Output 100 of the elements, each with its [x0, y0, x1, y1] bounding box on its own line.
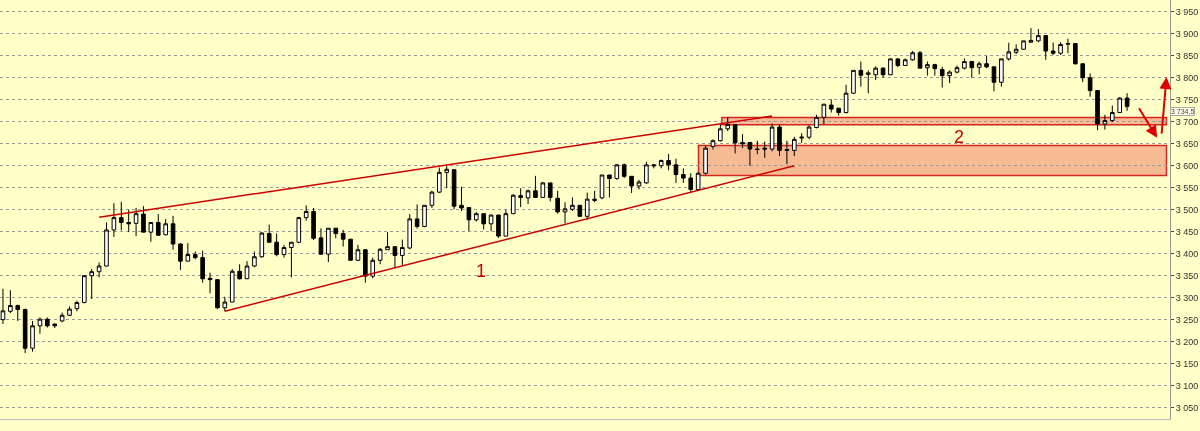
candlestick	[207, 272, 213, 294]
candlestick	[1110, 105, 1115, 123]
candlestick	[769, 123, 775, 152]
candlestick	[370, 257, 376, 279]
candlestick	[163, 218, 168, 236]
candlestick	[666, 153, 671, 171]
y-tick-label: 3 600	[1175, 160, 1199, 171]
candlestick	[1006, 42, 1012, 62]
candlestick	[991, 66, 997, 92]
candlestick	[577, 204, 583, 218]
y-tick-label: 3 250	[1175, 314, 1199, 325]
candlestick	[348, 238, 353, 261]
candlestick	[755, 140, 760, 155]
candlestick	[274, 232, 279, 257]
candlestick	[555, 190, 560, 215]
candlestick	[681, 167, 686, 184]
candlestick	[533, 175, 538, 198]
candlestick	[266, 224, 272, 243]
candlestick	[1117, 96, 1123, 114]
candlestick	[947, 69, 952, 84]
candlestick	[340, 229, 346, 248]
candlestick	[1087, 72, 1093, 98]
candlestick	[629, 175, 634, 194]
candlestick	[8, 289, 13, 314]
candlestick	[22, 308, 28, 354]
candlestick	[740, 133, 745, 149]
candlestick	[925, 61, 930, 77]
candlestick	[703, 145, 708, 176]
candlestick	[318, 227, 324, 256]
candlestick	[636, 179, 642, 190]
candlestick	[333, 227, 339, 239]
candlestick	[895, 57, 901, 68]
candlestick	[821, 103, 827, 125]
candlestick	[82, 275, 87, 304]
candlestick	[200, 250, 205, 284]
candlestick	[15, 304, 21, 322]
y-tick-label: 3 400	[1175, 248, 1199, 259]
candlestick	[725, 116, 731, 132]
candlestick	[828, 98, 834, 114]
candlestick	[614, 163, 620, 181]
candlestick	[436, 167, 442, 194]
y-tick-label: 3 800	[1175, 72, 1199, 83]
candlestick	[777, 123, 782, 157]
candlestick	[459, 186, 464, 212]
candlestick	[607, 174, 612, 198]
candlestick	[969, 60, 975, 79]
candlestick	[843, 84, 849, 114]
candlestick	[540, 181, 546, 199]
candlestick	[503, 209, 509, 237]
candlestick	[710, 138, 716, 150]
candlestick	[296, 216, 302, 244]
candlestick	[237, 263, 242, 281]
candlestick	[141, 205, 146, 233]
candlestick	[59, 312, 65, 323]
candlestick	[52, 323, 58, 329]
candlestick	[836, 107, 841, 117]
candlestick	[392, 246, 398, 269]
candlestick	[385, 231, 390, 251]
candlestick	[865, 69, 871, 94]
candlestick	[673, 158, 679, 184]
candlestick	[592, 190, 597, 203]
candlestick	[1013, 43, 1019, 55]
candlestick	[45, 316, 50, 329]
candlestick	[407, 213, 413, 250]
y-tick-label: 3 950	[1175, 7, 1199, 18]
candlestick	[126, 209, 131, 233]
candlestick	[303, 204, 309, 222]
candlestick	[326, 227, 331, 263]
candlestick	[363, 249, 368, 284]
candlestick	[466, 207, 472, 232]
candlestick	[67, 305, 72, 317]
candlestick	[695, 171, 701, 192]
candlestick	[400, 239, 405, 267]
candlestick	[954, 65, 960, 74]
candlestick	[806, 124, 812, 140]
candlestick	[1065, 38, 1071, 54]
candlestick	[732, 123, 738, 154]
candlestick	[1102, 114, 1108, 131]
y-tick-label: 3 650	[1175, 138, 1199, 149]
candlestick	[1050, 42, 1056, 56]
candlestick	[999, 58, 1004, 88]
candlestick	[496, 214, 501, 239]
candlestick	[37, 316, 43, 335]
candlestick	[858, 61, 864, 88]
candlestick	[111, 202, 117, 238]
candlestick	[976, 61, 982, 75]
candlestick	[178, 242, 183, 271]
candlestick	[851, 69, 856, 95]
candlestick	[118, 201, 124, 231]
y-tick-label: 3 850	[1175, 50, 1199, 61]
candlestick	[215, 279, 220, 310]
candlestick	[917, 50, 923, 70]
y-tick-label: 3 350	[1175, 270, 1199, 281]
annotation: 1	[476, 261, 487, 281]
candlestick	[104, 221, 109, 267]
candlestick	[244, 260, 250, 280]
candlestick	[96, 261, 102, 278]
candlestick	[762, 141, 768, 159]
candlestick	[259, 231, 265, 259]
candlestick	[621, 163, 627, 179]
